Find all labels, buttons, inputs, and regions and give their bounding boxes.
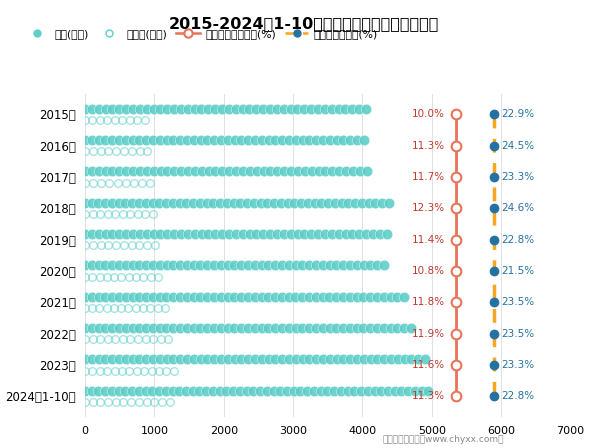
Text: 24.5%: 24.5%: [501, 141, 534, 151]
Text: 12.3%: 12.3%: [412, 203, 445, 213]
Text: 11.7%: 11.7%: [412, 172, 445, 182]
Text: 21.5%: 21.5%: [501, 266, 534, 276]
Text: 11.4%: 11.4%: [412, 235, 445, 245]
Text: 22.9%: 22.9%: [501, 109, 534, 120]
Text: 11.6%: 11.6%: [412, 360, 445, 370]
Text: 23.3%: 23.3%: [501, 360, 534, 370]
Text: 11.8%: 11.8%: [412, 297, 445, 307]
Text: 24.6%: 24.6%: [501, 203, 534, 213]
Text: 2015-2024年1-10月辽宁省工业企业存货统计图: 2015-2024年1-10月辽宁省工业企业存货统计图: [168, 16, 439, 30]
Text: 11.3%: 11.3%: [412, 391, 445, 401]
Text: 22.8%: 22.8%: [501, 391, 534, 401]
Text: 制图：智研咨询（www.chyxx.com）: 制图：智研咨询（www.chyxx.com）: [382, 435, 504, 444]
Text: 10.0%: 10.0%: [412, 109, 445, 120]
Text: 23.3%: 23.3%: [501, 172, 534, 182]
Text: 22.8%: 22.8%: [501, 235, 534, 245]
Text: 11.9%: 11.9%: [412, 329, 445, 339]
Text: 10.8%: 10.8%: [412, 266, 445, 276]
Text: 23.5%: 23.5%: [501, 297, 534, 307]
Text: 11.3%: 11.3%: [412, 141, 445, 151]
Legend: 存货(亿元), 产成品(亿元), 存货占流动资产比(%), 存货占总资产比(%): 存货(亿元), 产成品(亿元), 存货占流动资产比(%), 存货占总资产比(%): [25, 29, 378, 39]
Text: 23.5%: 23.5%: [501, 329, 534, 339]
